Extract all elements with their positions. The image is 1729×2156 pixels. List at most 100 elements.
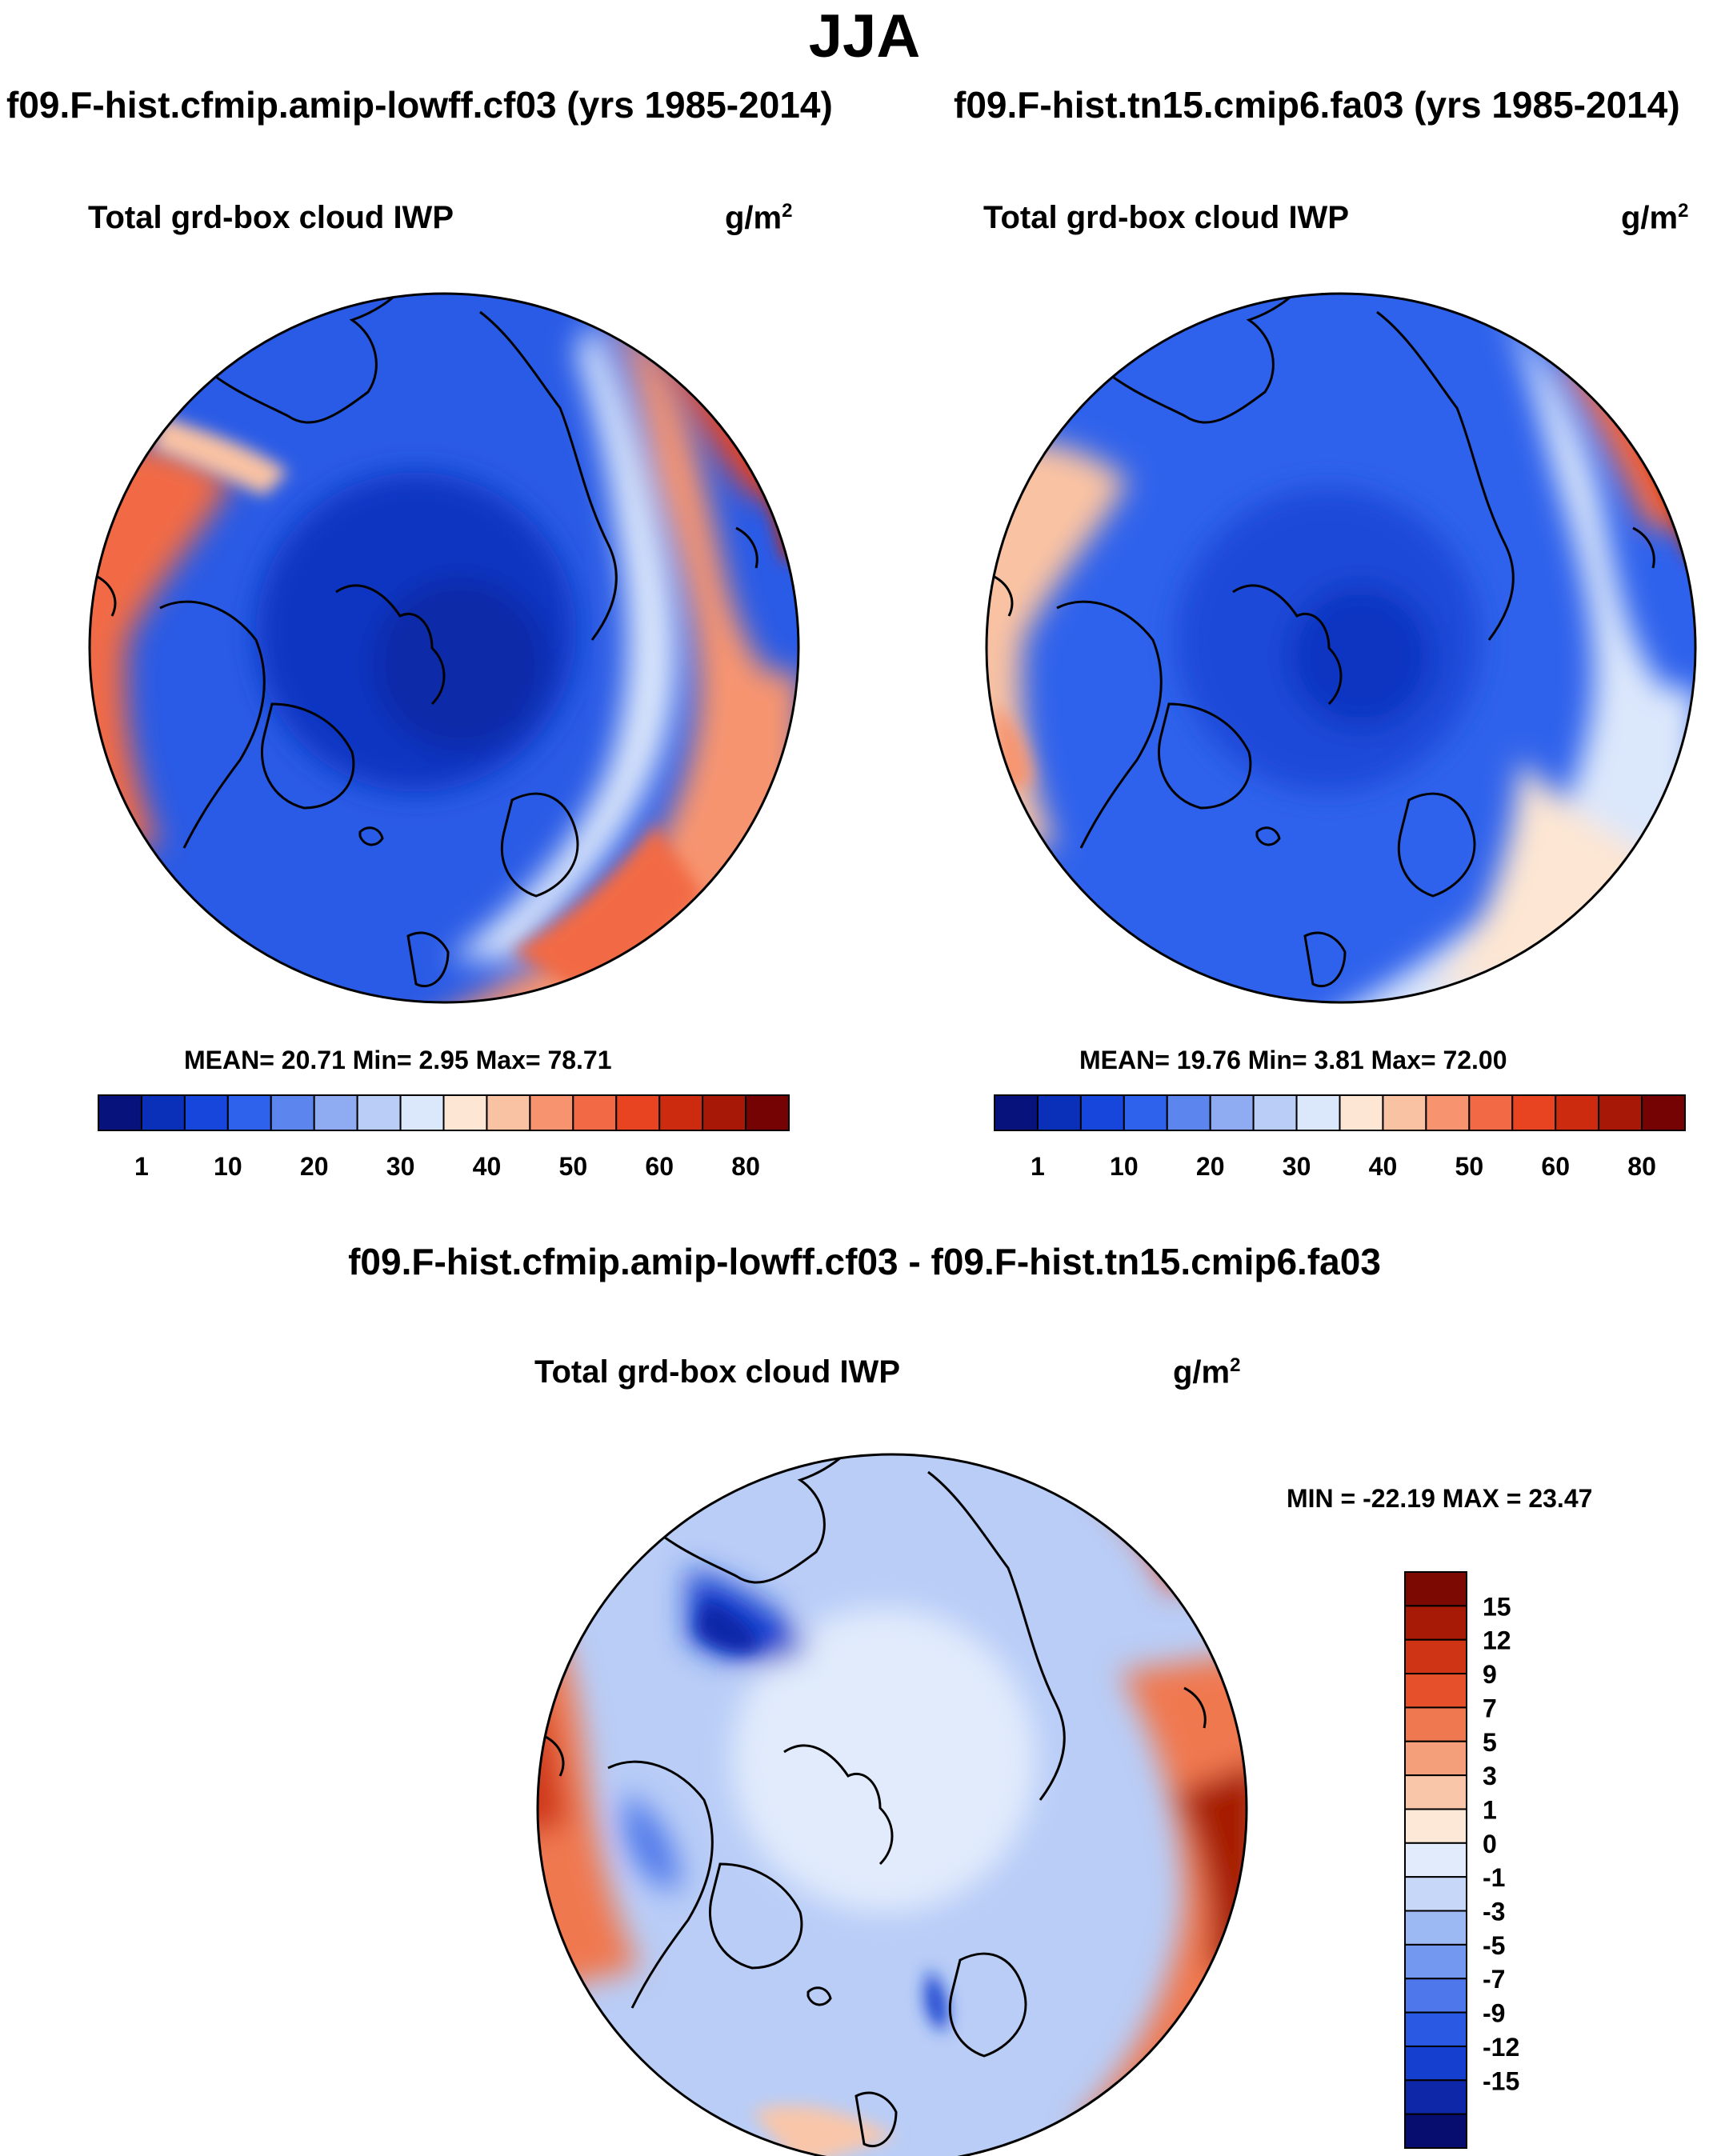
- right-colorbar-swatch-13: [1555, 1094, 1600, 1131]
- diff-colorbar-swatch-4: [1404, 1706, 1467, 1742]
- right-colorbar-tick-label: 40: [1369, 1152, 1398, 1181]
- diff-map-frame: [536, 1453, 1248, 2156]
- left-colorbar: 1 10 20 30 40 50 60 80: [98, 1094, 790, 1181]
- diff-colorbar-tick-label: 15: [1483, 1592, 1511, 1621]
- diff-colorbar-swatch-10: [1404, 1910, 1467, 1946]
- left-map-frame: [88, 292, 800, 1004]
- diff-colorbar-swatch-14: [1404, 2045, 1467, 2082]
- left-map: [88, 292, 800, 1004]
- left-units: g/m2: [725, 200, 793, 236]
- right-colorbar-swatch-0: [994, 1094, 1039, 1131]
- diff-colorbar-swatch-11: [1404, 1943, 1467, 1980]
- right-colorbar: 1 10 20 30 40 50 60 80: [994, 1094, 1686, 1181]
- diff-variable-title: Total grd-box cloud IWP: [534, 1354, 900, 1390]
- right-colorbar-swatch-11: [1468, 1094, 1514, 1131]
- right-colorbar-swatch-2: [1079, 1094, 1125, 1131]
- diff-colorbar-tick-label: -5: [1483, 1931, 1505, 1960]
- figure-title: JJA: [808, 2, 921, 70]
- left-colorbar-swatch-8: [442, 1094, 488, 1131]
- left-colorbar-tick-label: 60: [645, 1152, 674, 1181]
- diff-colorbar-swatch-6: [1404, 1774, 1467, 1810]
- right-colorbar-tick-label: 50: [1455, 1152, 1484, 1181]
- left-colorbar-swatch-9: [486, 1094, 531, 1131]
- left-colorbar-swatch-12: [615, 1094, 661, 1131]
- right-colorbar-swatch-9: [1382, 1094, 1427, 1131]
- diff-colorbar-tick-label: 3: [1483, 1762, 1497, 1790]
- left-colorbar-swatch-11: [572, 1094, 618, 1131]
- left-colorbar-swatch-5: [313, 1094, 358, 1131]
- right-colorbar-tick-label: 1: [1031, 1152, 1045, 1181]
- left-case-title: f09.F-hist.cfmip.amip-lowff.cf03 (yrs 19…: [6, 84, 833, 126]
- difference-map: [536, 1453, 1248, 2156]
- diff-colorbar: 15 12 9 7 5 3 1 0 -1 -3 -5 -7 -9 -12 -15: [1404, 1571, 1519, 2149]
- left-colorbar-swatch-3: [226, 1094, 272, 1131]
- right-colorbar-swatch-10: [1425, 1094, 1471, 1131]
- diff-colorbar-swatch-15: [1404, 2079, 1467, 2115]
- right-colorbar-swatch-8: [1339, 1094, 1384, 1131]
- diff-colorbar-swatch-5: [1404, 1740, 1467, 1777]
- right-colorbar-swatch-12: [1511, 1094, 1557, 1131]
- right-case-title: f09.F-hist.tn15.cmip6.fa03 (yrs 1985-201…: [954, 84, 1680, 126]
- diff-colorbar-tick-label: -1: [1483, 1863, 1505, 1892]
- left-colorbar-tick-label: 40: [473, 1152, 502, 1181]
- diff-colorbar-tick-label: -9: [1483, 1999, 1505, 2028]
- diff-colorbar-tick-label: -12: [1483, 2033, 1519, 2062]
- right-variable-title: Total grd-box cloud IWP: [983, 200, 1349, 235]
- diff-colorbar-swatch-7: [1404, 1808, 1467, 1844]
- right-stats: MEAN= 19.76 Min= 3.81 Max= 72.00: [1079, 1046, 1507, 1074]
- diff-colorbar-swatch-0: [1404, 1571, 1467, 1607]
- diff-coastlines: [543, 1454, 1207, 2147]
- diff-colorbar-swatch-13: [1404, 2011, 1467, 2047]
- left-colorbar-swatch-4: [270, 1094, 315, 1131]
- left-colorbar-swatch-14: [702, 1094, 747, 1131]
- right-coastlines: [992, 294, 1655, 987]
- diff-colorbar-swatch-2: [1404, 1638, 1467, 1675]
- left-colorbar-tick-label: 30: [386, 1152, 415, 1181]
- left-colorbar-swatch-13: [658, 1094, 704, 1131]
- diff-colorbar-swatch-9: [1404, 1876, 1467, 1912]
- right-map: [985, 292, 1697, 1004]
- diff-colorbar-tick-label: 0: [1483, 1830, 1497, 1858]
- left-colorbar-swatch-0: [98, 1094, 142, 1131]
- diff-colorbar-swatch-16: [1404, 2113, 1467, 2149]
- diff-colorbar-swatch-12: [1404, 1978, 1467, 2014]
- left-colorbar-swatch-10: [529, 1094, 574, 1131]
- left-colorbar-tick-label: 50: [559, 1152, 588, 1181]
- diff-colorbar-swatch-1: [1404, 1605, 1467, 1641]
- right-colorbar-swatch-15: [1641, 1094, 1686, 1131]
- left-colorbar-tick-label: 1: [134, 1152, 149, 1181]
- right-map-frame: [985, 292, 1697, 1004]
- left-colorbar-swatch-1: [140, 1094, 186, 1131]
- right-colorbar-tick-label: 80: [1627, 1152, 1656, 1181]
- left-colorbar-swatch-2: [183, 1094, 229, 1131]
- diff-units: g/m2: [1173, 1354, 1241, 1390]
- right-colorbar-swatch-7: [1295, 1094, 1341, 1131]
- right-colorbar-swatch-5: [1209, 1094, 1255, 1131]
- diff-colorbar-tick-label: 1: [1483, 1795, 1497, 1824]
- right-units: g/m2: [1621, 200, 1689, 236]
- left-stats: MEAN= 20.71 Min= 2.95 Max= 78.71: [184, 1046, 612, 1074]
- right-colorbar-swatch-1: [1036, 1094, 1082, 1131]
- right-colorbar-tick-label: 10: [1110, 1152, 1139, 1181]
- right-colorbar-tick-label: 60: [1541, 1152, 1570, 1181]
- left-coastlines: [95, 294, 758, 987]
- diff-colorbar-tick-label: 12: [1483, 1626, 1511, 1655]
- right-colorbar-swatch-6: [1252, 1094, 1298, 1131]
- left-colorbar-tick-label: 10: [214, 1152, 242, 1181]
- diff-colorbar-tick-label: 5: [1483, 1728, 1497, 1757]
- right-colorbar-swatch-14: [1598, 1094, 1643, 1131]
- right-colorbar-swatch-4: [1166, 1094, 1211, 1131]
- right-colorbar-tick-label: 20: [1196, 1152, 1225, 1181]
- left-colorbar-swatch-15: [745, 1094, 790, 1131]
- diff-colorbar-tick-label: -3: [1483, 1898, 1505, 1926]
- left-colorbar-tick-label: 80: [731, 1152, 760, 1181]
- difference-case-title: f09.F-hist.cfmip.amip-lowff.cf03 - f09.F…: [348, 1241, 1381, 1282]
- diff-colorbar-tick-label: 7: [1483, 1694, 1497, 1722]
- right-colorbar-tick-label: 30: [1283, 1152, 1311, 1181]
- diff-stats: MIN = -22.19 MAX = 23.47: [1287, 1484, 1593, 1513]
- diff-colorbar-tick-label: -15: [1483, 2066, 1519, 2095]
- left-colorbar-tick-label: 20: [300, 1152, 329, 1181]
- left-colorbar-swatch-6: [356, 1094, 402, 1131]
- diff-colorbar-swatch-3: [1404, 1673, 1467, 1709]
